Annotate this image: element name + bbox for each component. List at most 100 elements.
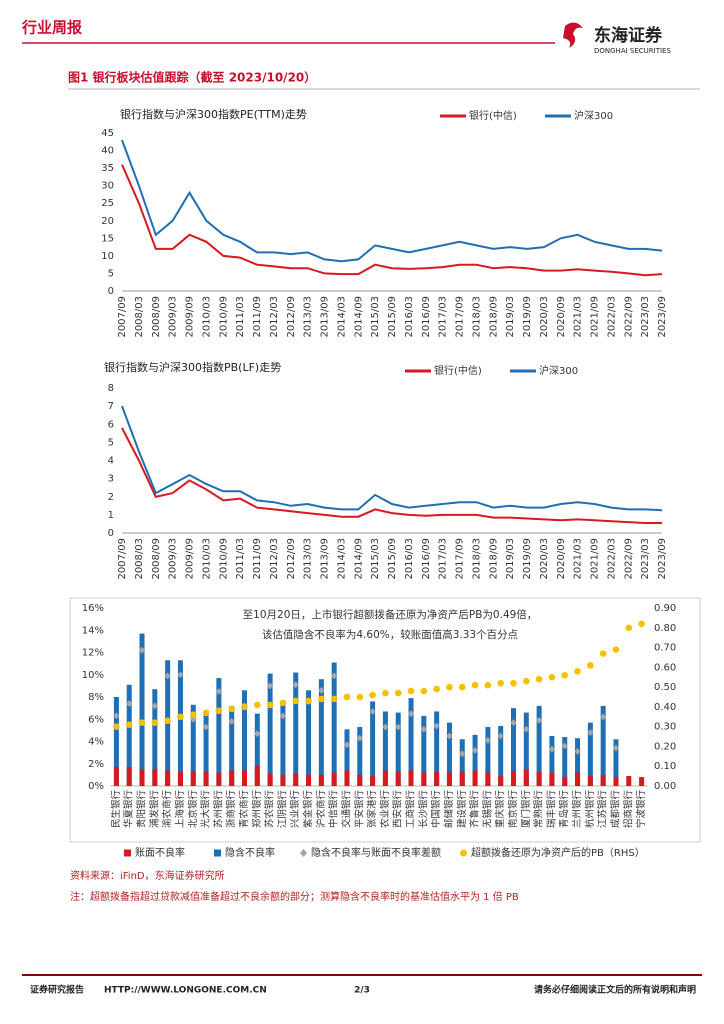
bar bbox=[267, 773, 273, 786]
bar bbox=[523, 769, 529, 786]
x-tick-label: 2007/09 bbox=[117, 296, 128, 338]
bar bbox=[626, 775, 632, 786]
bar bbox=[370, 775, 376, 786]
x-tick-label: 2014/09 bbox=[353, 538, 364, 580]
bar bbox=[408, 698, 414, 786]
legend-label: 沪深300 bbox=[539, 364, 578, 377]
pb-dot bbox=[279, 699, 287, 707]
x-tick-label: 2018/09 bbox=[488, 296, 499, 338]
x-tick-label: 2015/09 bbox=[387, 538, 398, 580]
y2-tick-label: 0.80 bbox=[654, 623, 676, 634]
y-tick-label: 5 bbox=[108, 437, 114, 448]
series-line bbox=[121, 427, 662, 524]
diff-marker bbox=[408, 710, 415, 718]
bar bbox=[434, 711, 440, 786]
y-tick-label: 45 bbox=[101, 128, 114, 139]
bar bbox=[357, 774, 363, 786]
x-tick-label: 2008/09 bbox=[151, 538, 162, 580]
bar bbox=[395, 712, 401, 786]
legend-label: 超额拨备还原为净资产后的PB（RHS） bbox=[471, 846, 645, 859]
bar bbox=[485, 727, 491, 786]
pb-dot bbox=[266, 701, 274, 709]
pb-dot bbox=[548, 673, 556, 681]
bar bbox=[511, 771, 516, 786]
x-tick-label: 2022/03 bbox=[606, 538, 617, 580]
x-tick-label: 招商银行 bbox=[622, 790, 634, 829]
bar bbox=[587, 722, 593, 786]
bar bbox=[177, 771, 183, 786]
y-tick-label: 5 bbox=[108, 268, 114, 279]
bar bbox=[152, 689, 158, 786]
bar bbox=[229, 770, 235, 786]
diff-marker bbox=[331, 672, 338, 680]
y-tick-label: 1 bbox=[108, 510, 114, 521]
bar bbox=[613, 777, 619, 786]
x-tick-label: 民生银行 bbox=[110, 790, 122, 829]
x-tick-label: 苏农银行 bbox=[264, 790, 276, 829]
x-tick-label: 2020/03 bbox=[539, 296, 550, 338]
legend-label: 银行(中信) bbox=[434, 364, 482, 377]
pb-dot bbox=[638, 620, 645, 628]
diff-marker bbox=[254, 730, 261, 738]
x-tick-label: 紫金银行 bbox=[302, 790, 314, 829]
legend-swatch bbox=[460, 849, 467, 857]
bar bbox=[139, 769, 145, 786]
pb-dot bbox=[318, 695, 325, 703]
diff-marker bbox=[446, 732, 453, 740]
diff-marker bbox=[420, 725, 427, 733]
footer-left: 证券研究报告 bbox=[30, 984, 84, 996]
figure-title: 图1 银行板块估值跟踪（截至 2023/10/20） bbox=[68, 70, 316, 85]
bar bbox=[511, 708, 516, 786]
diff-marker bbox=[497, 732, 504, 740]
x-tick-label: 2018/03 bbox=[471, 538, 482, 580]
diff-marker bbox=[382, 723, 389, 731]
x-tick-label: 2020/09 bbox=[556, 296, 567, 338]
x-tick-label: 2007/09 bbox=[117, 538, 128, 580]
bar bbox=[639, 777, 645, 786]
pb-dot bbox=[458, 683, 466, 691]
x-tick-label: 2016/09 bbox=[421, 538, 432, 580]
y2-tick-label: 0.70 bbox=[654, 643, 676, 654]
pb-dot bbox=[523, 677, 530, 685]
bar bbox=[549, 735, 555, 786]
logo-cn: 东海证券 bbox=[594, 25, 663, 46]
bar bbox=[600, 774, 606, 786]
bar bbox=[498, 775, 504, 786]
pb-dot bbox=[113, 723, 120, 730]
x-tick-label: 2013/03 bbox=[303, 538, 314, 580]
pb-dot bbox=[305, 697, 312, 705]
bar bbox=[498, 725, 504, 786]
header-title: 行业周报 bbox=[21, 19, 82, 37]
diff-marker bbox=[612, 744, 619, 752]
x-tick-label: 2010/09 bbox=[218, 296, 229, 338]
diff-marker bbox=[523, 725, 530, 733]
bar bbox=[562, 777, 568, 786]
bar bbox=[575, 772, 581, 786]
x-tick-label: 2022/09 bbox=[623, 538, 634, 580]
x-tick-label: 兴业银行 bbox=[289, 790, 301, 829]
diff-marker bbox=[292, 681, 299, 689]
x-tick-label: 交通银行 bbox=[340, 790, 352, 829]
pb-dot bbox=[471, 681, 479, 689]
bar bbox=[203, 712, 209, 786]
x-tick-label: 渝农商行 bbox=[161, 790, 173, 829]
x-tick-label: 2020/09 bbox=[556, 538, 567, 580]
x-tick-label: 江阴银行 bbox=[276, 790, 288, 829]
pb-dot bbox=[356, 693, 364, 701]
diff-marker bbox=[587, 729, 594, 737]
y-tick-label: 40 bbox=[101, 146, 114, 157]
legend-swatch bbox=[124, 849, 131, 857]
diff-marker bbox=[126, 700, 133, 708]
diff-marker bbox=[472, 746, 479, 754]
x-tick-label: 2017/03 bbox=[438, 296, 449, 338]
y-tick-label: 0 bbox=[108, 528, 114, 539]
y-tick-label: 0% bbox=[88, 781, 104, 792]
x-tick-label: 2018/03 bbox=[471, 296, 482, 338]
bar bbox=[613, 739, 619, 786]
x-tick-label: 邮储银行 bbox=[443, 790, 455, 829]
bar bbox=[126, 684, 132, 786]
x-tick-label: 2011/09 bbox=[252, 296, 263, 338]
footer-page: 2/3 bbox=[354, 986, 370, 996]
diff-marker bbox=[139, 646, 146, 654]
bar bbox=[446, 722, 452, 786]
